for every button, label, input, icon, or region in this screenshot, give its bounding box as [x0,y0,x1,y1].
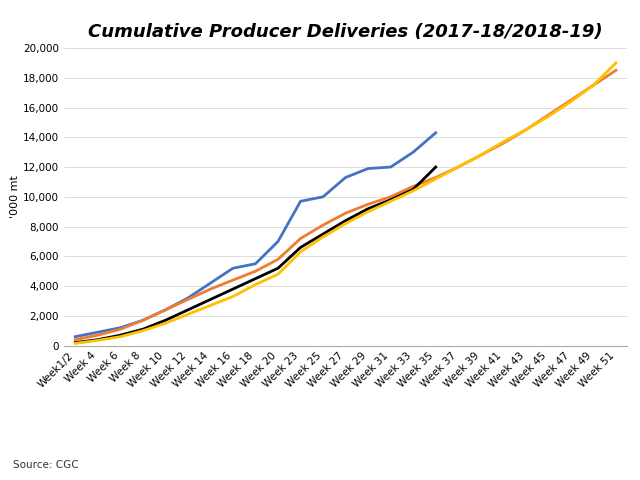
2018-19 wheat [184,295,192,301]
2017-18 canola [387,198,394,204]
2017-18 wheat [342,210,349,216]
2018-19 canola [72,340,79,346]
2017-18 wheat [274,256,282,262]
2017-18 canola [545,114,552,120]
2018-19 wheat [72,334,79,339]
Text: Source: CGC: Source: CGC [13,460,79,470]
2017-18 wheat [319,222,327,228]
Y-axis label: '000 mt: '000 mt [10,175,20,218]
2017-18 wheat [139,317,147,323]
2018-19 wheat [319,194,327,200]
2017-18 canola [522,127,530,132]
2017-18 canola [161,321,169,326]
2017-18 wheat [364,202,372,207]
2017-18 wheat [522,127,530,132]
Title: Cumulative Producer Deliveries (2017-18/2018-19): Cumulative Producer Deliveries (2017-18/… [88,23,603,41]
2017-18 canola [477,152,484,158]
2017-18 wheat [207,286,214,292]
2018-19 canola [116,332,124,338]
2018-19 canola [229,286,237,292]
2017-18 canola [567,99,575,105]
2017-18 canola [72,340,79,346]
2018-19 canola [274,265,282,271]
2018-19 canola [139,326,147,332]
2017-18 canola [364,209,372,215]
2017-18 canola [229,294,237,300]
Line: 2018-19 wheat: 2018-19 wheat [76,133,436,336]
2017-18 canola [297,249,305,255]
2018-19 wheat [410,149,417,155]
2017-18 canola [342,221,349,227]
2018-19 canola [364,206,372,212]
2017-18 wheat [410,183,417,189]
2018-19 canola [342,218,349,224]
2017-18 wheat [161,307,169,313]
2018-19 wheat [364,166,372,171]
2017-18 wheat [116,326,124,332]
2017-18 wheat [229,277,237,283]
2017-18 canola [432,176,440,182]
2017-18 canola [612,60,620,66]
2017-18 canola [319,234,327,240]
2017-18 wheat [454,164,462,170]
2018-19 canola [297,244,305,250]
2017-18 canola [589,82,597,88]
2018-19 canola [184,307,192,313]
2017-18 canola [116,334,124,339]
2017-18 wheat [297,236,305,241]
2018-19 wheat [432,130,440,136]
2017-18 canola [274,271,282,277]
Line: 2018-19 canola: 2018-19 canola [76,167,436,343]
2018-19 wheat [252,261,259,267]
2017-18 canola [410,188,417,194]
2018-19 canola [207,297,214,302]
Line: 2017-18 canola: 2017-18 canola [76,63,616,343]
2017-18 canola [252,282,259,288]
2018-19 wheat [342,175,349,180]
2017-18 wheat [567,97,575,103]
2018-19 wheat [297,198,305,204]
2018-19 wheat [229,265,237,271]
2017-18 wheat [252,268,259,274]
2017-18 wheat [94,332,102,338]
2017-18 canola [94,337,102,343]
2018-19 canola [319,231,327,237]
2017-18 canola [499,139,507,144]
2017-18 wheat [72,337,79,343]
2018-19 canola [94,337,102,343]
2018-19 wheat [116,325,124,331]
2018-19 canola [252,276,259,281]
2018-19 canola [410,186,417,192]
2017-18 wheat [432,175,440,180]
2017-18 wheat [589,82,597,88]
2017-18 wheat [612,67,620,73]
2018-19 wheat [139,317,147,323]
Line: 2017-18 wheat: 2017-18 wheat [76,70,616,340]
2018-19 wheat [274,239,282,244]
2017-18 canola [207,302,214,308]
2017-18 wheat [499,140,507,146]
2018-19 canola [387,197,394,203]
2018-19 wheat [207,280,214,286]
2018-19 wheat [387,164,394,170]
2017-18 canola [454,164,462,170]
2018-19 wheat [161,307,169,313]
2018-19 canola [161,317,169,323]
2017-18 wheat [184,297,192,302]
2018-19 wheat [94,329,102,335]
2017-18 wheat [387,194,394,200]
2017-18 wheat [545,112,552,118]
2017-18 canola [139,328,147,334]
2017-18 canola [184,312,192,317]
2018-19 canola [432,164,440,170]
2017-18 wheat [477,152,484,158]
